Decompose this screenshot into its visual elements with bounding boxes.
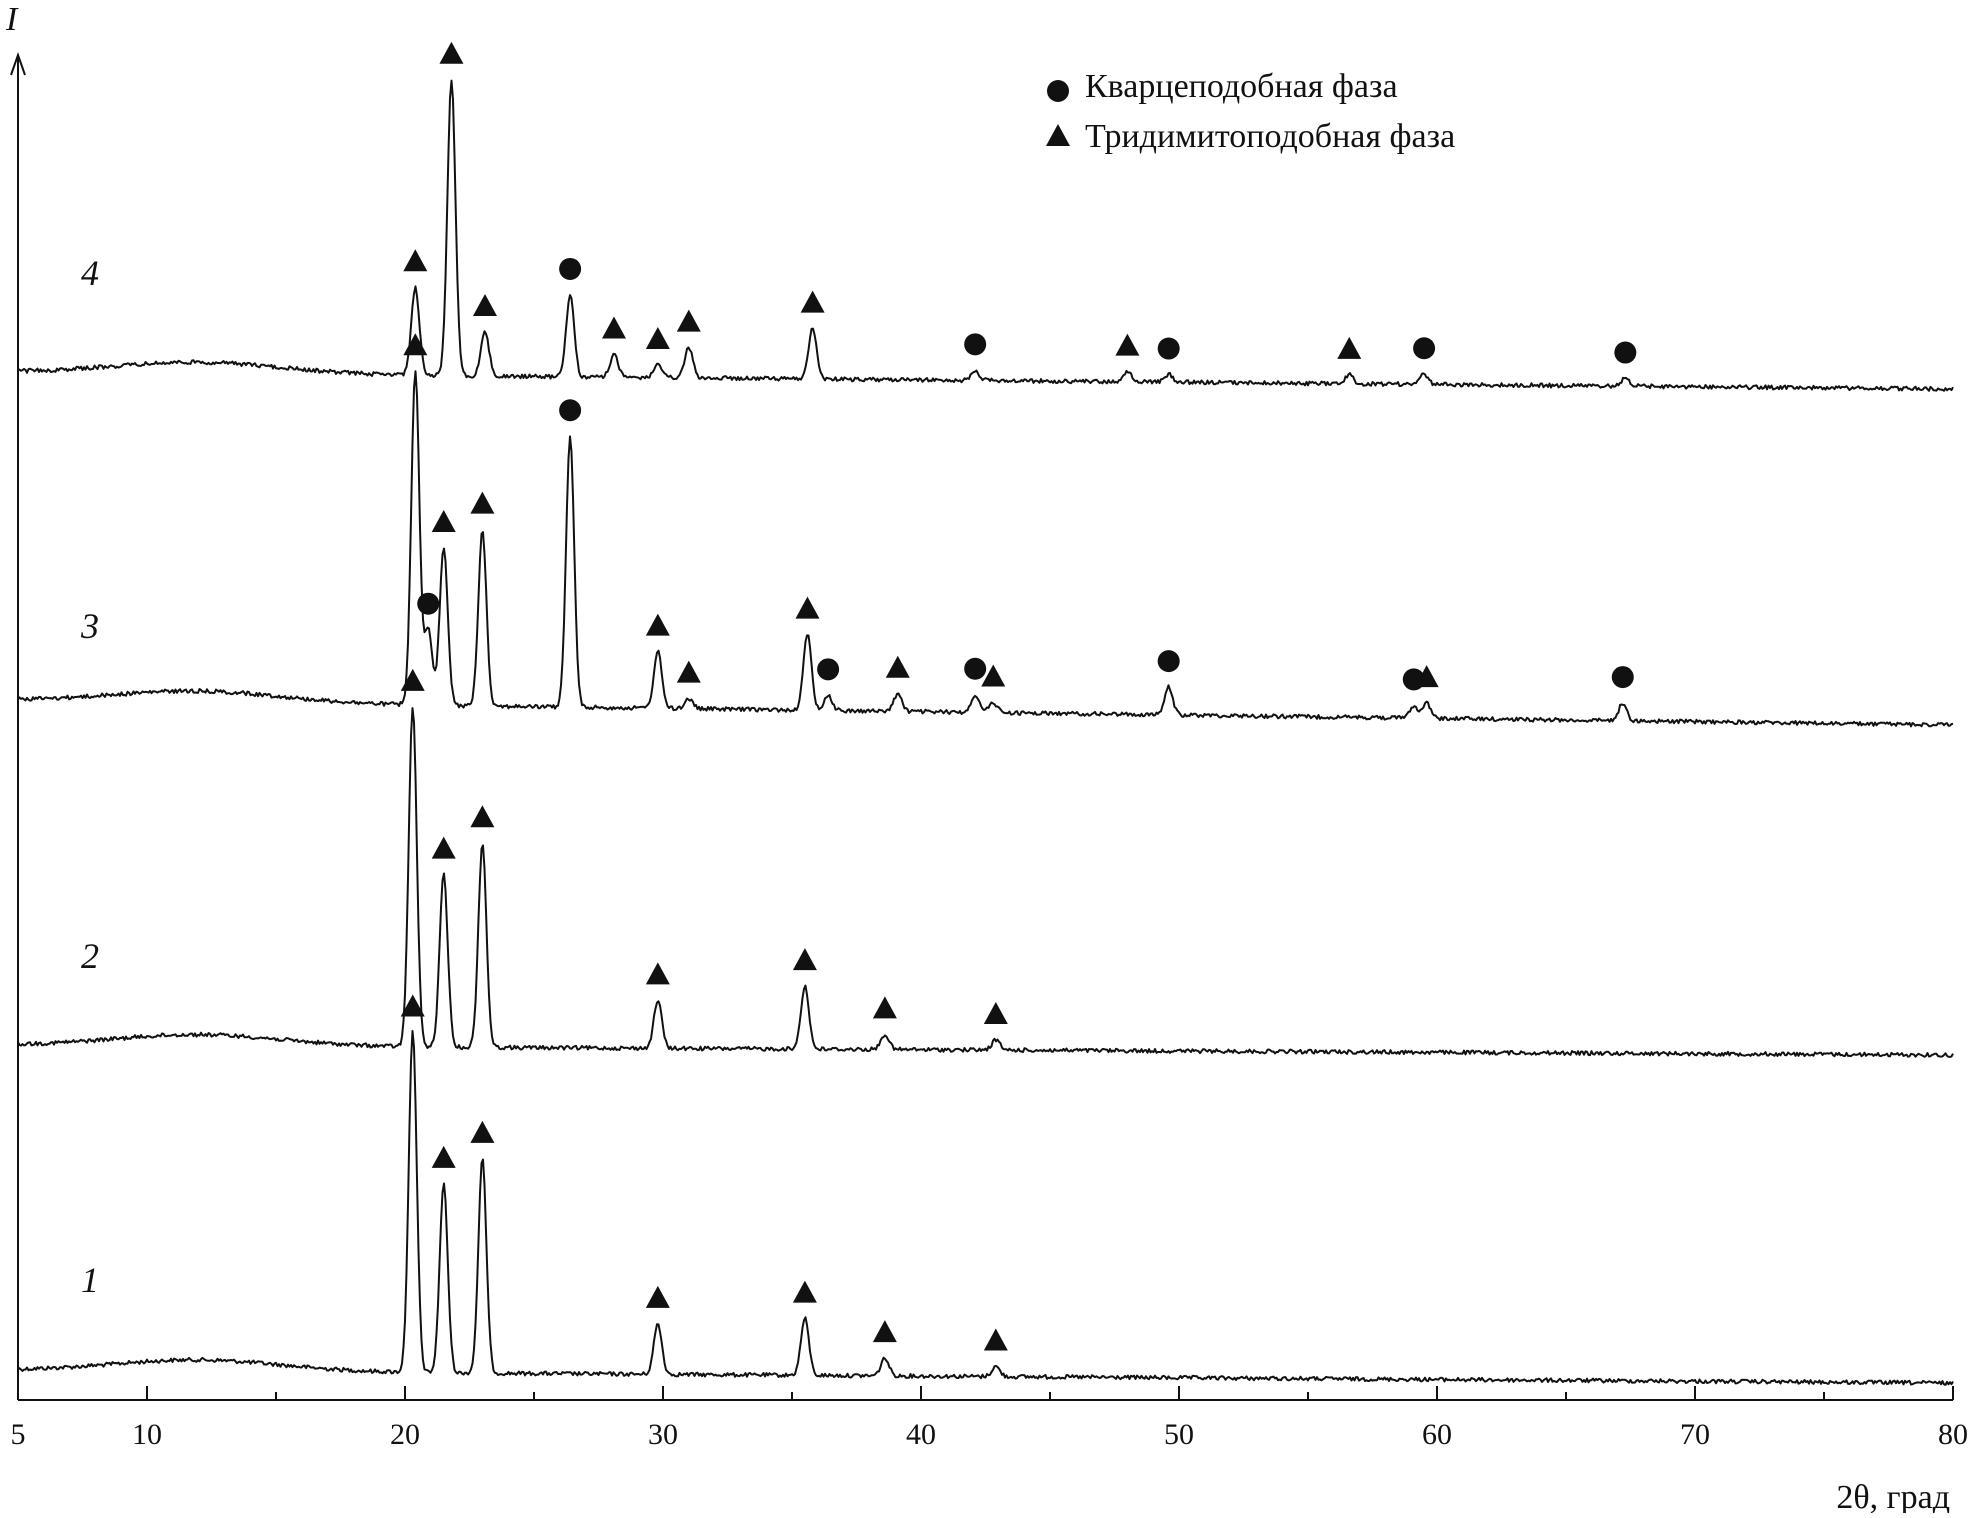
- tridymite-marker: [981, 664, 1006, 687]
- y-axis-arrow: [10, 51, 26, 76]
- quartz-marker: [559, 257, 582, 280]
- tridymite-marker: [470, 491, 495, 514]
- tridymite-marker: [1115, 333, 1140, 356]
- quartz-marker: [1413, 337, 1436, 360]
- tridymite-marker: [431, 836, 456, 859]
- tridymite-marker: [645, 613, 670, 636]
- tridymite-marker: [1337, 336, 1362, 359]
- quartz-marker: [817, 658, 840, 681]
- tridymite-marker: [400, 994, 425, 1017]
- tridymite-marker: [470, 805, 495, 828]
- curves: 1 2 3 4: [17, 79, 1954, 1386]
- quartz-marker: [1614, 341, 1637, 364]
- tridymite-marker: [795, 596, 820, 619]
- x-tick-label: 80: [1938, 1418, 1968, 1451]
- tridymite-marker: [983, 1001, 1008, 1024]
- tridymite-marker: [645, 1285, 670, 1308]
- tridymite-marker: [403, 249, 428, 272]
- quartz-marker: [1157, 650, 1180, 673]
- tridymite-marker: [403, 333, 428, 356]
- tridymite-marker: [800, 290, 825, 313]
- x-tick-label: 50: [1164, 1418, 1194, 1451]
- x-tick-label: 30: [648, 1418, 678, 1451]
- series-curve-3: [17, 370, 1954, 728]
- tridymite-marker: [1414, 665, 1439, 688]
- tridymite-marker: [470, 1120, 495, 1143]
- tridymite-marker: [645, 327, 670, 350]
- curve-label-1: 1: [81, 1260, 99, 1300]
- curve-label-2: 2: [81, 936, 99, 976]
- tridymite-marker: [472, 294, 497, 317]
- tridymite-marker: [872, 1320, 897, 1343]
- quartz-marker: [964, 333, 987, 356]
- legend: Кварцеподобная фаза Тридимитоподобная фа…: [1046, 68, 1455, 155]
- series-curve-2: [17, 707, 1954, 1058]
- x-tick-label: 20: [390, 1418, 420, 1451]
- x-tick-label: 5: [11, 1418, 26, 1451]
- tridymite-marker: [645, 962, 670, 985]
- y-axis-title: I: [5, 1, 19, 38]
- quartz-marker: [559, 399, 582, 422]
- tridymite-marker: [792, 948, 817, 971]
- x-tick-label: 70: [1680, 1418, 1710, 1451]
- x-tick-label: 10: [132, 1418, 162, 1451]
- legend-label-tridymite: Тридимитоподобная фаза: [1085, 118, 1455, 155]
- legend-circle-marker: [1047, 80, 1069, 102]
- x-axis-title: 2θ, град: [1836, 1479, 1950, 1513]
- legend-triangle-marker: [1046, 124, 1070, 146]
- tridymite-marker: [885, 655, 910, 678]
- tridymite-marker: [983, 1328, 1008, 1351]
- quartz-marker: [1611, 666, 1634, 689]
- x-tick-label: 60: [1422, 1418, 1452, 1451]
- quartz-marker: [964, 657, 987, 680]
- tridymite-marker: [431, 1145, 456, 1168]
- tridymite-marker: [676, 309, 701, 332]
- quartz-marker: [1157, 337, 1180, 360]
- tridymite-marker: [601, 316, 626, 339]
- series-curve-1: [17, 1030, 1954, 1386]
- tridymite-marker: [676, 660, 701, 683]
- tridymite-marker: [872, 996, 897, 1019]
- tridymite-marker: [439, 41, 464, 64]
- legend-label-quartz: Кварцеподобная фаза: [1085, 68, 1398, 105]
- tridymite-marker: [792, 1280, 817, 1303]
- curve-label-3: 3: [80, 606, 99, 646]
- axes: 5 10 20 30 40 50 60 70 80: [10, 51, 1968, 1451]
- series-curve-4: [17, 79, 1954, 392]
- tridymite-marker: [400, 668, 425, 691]
- curve-label-4: 4: [81, 253, 99, 293]
- x-tick-label: 40: [906, 1418, 936, 1451]
- quartz-marker: [417, 592, 440, 615]
- phase-markers: [400, 41, 1637, 1351]
- tridymite-marker: [431, 510, 456, 532]
